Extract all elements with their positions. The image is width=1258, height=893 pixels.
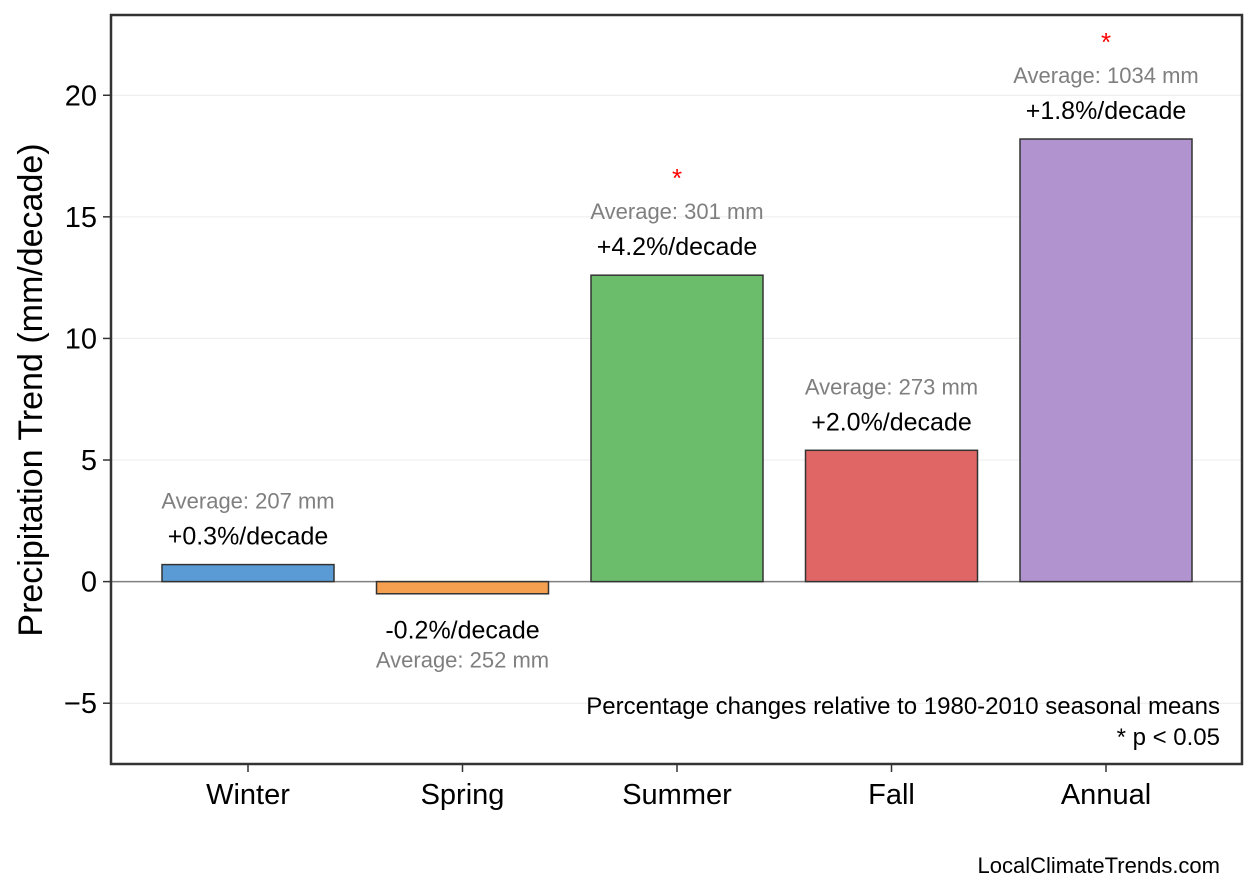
- bars: [161, 138, 1193, 595]
- credit-text: LocalClimateTrends.com: [978, 853, 1221, 878]
- pct-label-fall: +2.0%/decade: [811, 408, 972, 436]
- bar-fall: [804, 449, 979, 583]
- avg-label-spring: Average: 252 mm: [376, 648, 549, 673]
- y-tick-label: 20: [65, 80, 97, 112]
- avg-label-annual: Average: 1034 mm: [1013, 63, 1198, 88]
- pct-label-spring: -0.2%/decade: [385, 617, 539, 645]
- x-tick-label-winter: Winter: [206, 779, 290, 811]
- y-tick-label: 10: [65, 323, 97, 355]
- footnote-percentage: Percentage changes relative to 1980-2010…: [586, 693, 1220, 720]
- x-tick-label-spring: Spring: [421, 779, 505, 811]
- y-tick-label: 0: [81, 567, 97, 599]
- y-axis-label: Precipitation Trend (mm/decade): [12, 143, 50, 636]
- pct-label-annual: +1.8%/decade: [1026, 97, 1187, 125]
- avg-label-winter: Average: 207 mm: [161, 489, 334, 514]
- bar-summer: [590, 274, 764, 583]
- x-axis: Winter Spring Summer Fall Annual: [206, 764, 1151, 811]
- y-tick-label: 15: [65, 202, 97, 234]
- significance-marker-annual: *: [1101, 27, 1111, 57]
- footnote-significance: * p < 0.05: [1117, 724, 1220, 751]
- avg-label-fall: Average: 273 mm: [805, 374, 978, 399]
- bar-annual: [1019, 138, 1193, 583]
- x-tick-label-summer: Summer: [622, 779, 732, 811]
- y-tick-label: −5: [64, 688, 97, 720]
- x-tick-label-annual: Annual: [1061, 779, 1151, 811]
- y-axis: −5 0 5 10 15 20: [64, 80, 111, 720]
- y-tick-label: 5: [81, 445, 97, 477]
- bar-labels: +0.3%/decade Average: 207 mm -0.2%/decade A…: [161, 27, 1198, 673]
- pct-label-winter: +0.3%/decade: [168, 523, 329, 551]
- significance-marker-summer: *: [672, 163, 682, 193]
- pct-label-summer: +4.2%/decade: [597, 233, 758, 261]
- bar-spring: [375, 580, 550, 595]
- x-tick-label-fall: Fall: [868, 779, 915, 811]
- bar-winter: [161, 563, 335, 583]
- avg-label-summer: Average: 301 mm: [590, 199, 763, 224]
